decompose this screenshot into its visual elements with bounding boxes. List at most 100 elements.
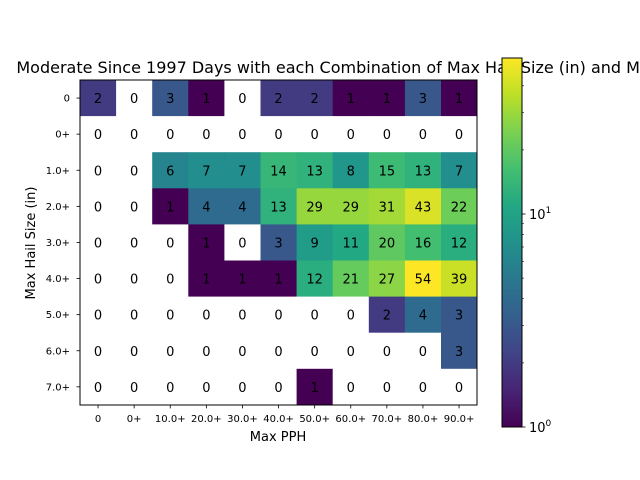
cell-value-label: 3 [166,92,174,107]
cell-value-label: 12 [306,273,323,288]
cell-value-label: 21 [342,273,359,288]
y-tick-label: 6.0+ [46,346,70,357]
heatmap-cell [116,224,153,261]
heatmap-cell [116,152,153,189]
cell-value-label: 6 [166,164,174,179]
cell-value-label: 0 [94,164,102,179]
cell-value-label: 39 [451,273,468,288]
cell-value-label: 2 [274,92,282,107]
heatmap-cell [224,260,261,297]
cell-value-label: 3 [455,309,463,324]
cell-value-label: 2 [311,92,319,107]
heatmap-cell [296,368,334,406]
cell-value-label: 1 [238,273,246,288]
y-tick-label: 2.0+ [46,202,70,213]
cell-value-label: 0 [419,381,427,396]
cell-value-label: 0 [238,128,246,143]
x-axis-label: Max PPH [250,430,306,445]
heatmap-cell [260,116,297,153]
cell-value-label: 8 [347,164,355,179]
cell-value-label: 0 [419,345,427,360]
heatmap-cell [116,116,153,153]
cell-value-label: 0 [419,128,427,143]
heatmap-cell [152,152,189,189]
heatmap-cell [224,224,261,261]
heatmap-cell [224,368,261,406]
cell-value-label: 11 [342,236,359,251]
cell-value-label: 13 [306,164,323,179]
heatmap-cell [332,116,370,153]
heatmap-cell [116,368,153,406]
x-tick-label: 20.0+ [191,414,222,425]
cell-value-label: 0 [202,128,210,143]
cell-value-label: 27 [379,273,396,288]
cell-value-label: 0 [347,128,355,143]
cell-value-label: 2 [383,309,391,324]
heatmap-cell [296,80,334,117]
heatmap-cell [260,296,297,334]
heatmap-cell [188,116,225,153]
cell-value-label: 0 [238,92,246,107]
cell-value-label: 0 [130,164,138,179]
cell-value-label: 0 [455,128,463,143]
cell-value-label: 0 [347,309,355,324]
heatmap-cell [441,368,478,406]
heatmap-cell [441,152,478,189]
cell-value-label: 0 [130,309,138,324]
heatmap-cell [188,296,225,334]
heatmap-cell [80,188,117,225]
heatmap-cell [80,116,117,153]
heatmap-cell [441,116,478,153]
heatmap-cell [188,260,225,297]
heatmap-cell [224,80,261,117]
cell-value-label: 12 [451,236,468,251]
heatmap-cell [368,116,406,153]
cell-value-label: 0 [94,236,102,251]
y-tick-label: 0+ [55,130,70,141]
y-tick-label: 5.0+ [46,310,70,321]
heatmap-cell [296,152,334,189]
heatmap-cell [368,80,406,117]
cell-value-label: 13 [415,164,432,179]
cell-value-label: 0 [274,309,282,324]
cell-value-label: 0 [166,381,174,396]
cell-value-label: 4 [238,200,246,215]
x-tick-label: 60.0+ [335,414,366,425]
heatmap-cell [332,152,370,189]
x-tick-label: 90.0+ [444,414,475,425]
x-tick-label: 0 [95,414,101,425]
cell-value-label: 0 [94,381,102,396]
heatmap-cell [188,224,225,261]
heatmap-cell [188,332,225,370]
heatmap-cell [80,296,117,334]
cell-value-label: 0 [238,345,246,360]
heatmap-cell [188,188,225,225]
cell-value-label: 1 [202,273,210,288]
heatmap-cells [80,80,478,406]
x-tick-label: 30.0+ [227,414,258,425]
cell-value-label: 0 [383,381,391,396]
heatmap-cell [368,224,406,261]
heatmap-cell [224,296,261,334]
heatmap-cell [404,368,442,406]
heatmap-cell [116,188,153,225]
cell-value-label: 22 [451,200,468,215]
heatmap-cell [332,224,370,261]
heatmap-cell [116,260,153,297]
y-axis-label: Max Hail Size (in) [24,187,39,300]
cell-value-label: 20 [379,236,396,251]
heatmap-cell [404,152,442,189]
cell-value-label: 3 [419,92,427,107]
heatmap-cell [332,80,370,117]
heatmap-cell [404,188,442,225]
heatmap-cell [368,260,406,297]
heatmap-cell [188,152,225,189]
colorbar [501,57,523,428]
cell-value-label: 7 [202,164,210,179]
heatmap-cell [224,188,261,225]
cell-value-label: 0 [202,309,210,324]
heatmap-cell [80,368,117,406]
cell-value-label: 0 [238,309,246,324]
cell-value-label: 0 [347,381,355,396]
heatmap-cell [152,116,189,153]
